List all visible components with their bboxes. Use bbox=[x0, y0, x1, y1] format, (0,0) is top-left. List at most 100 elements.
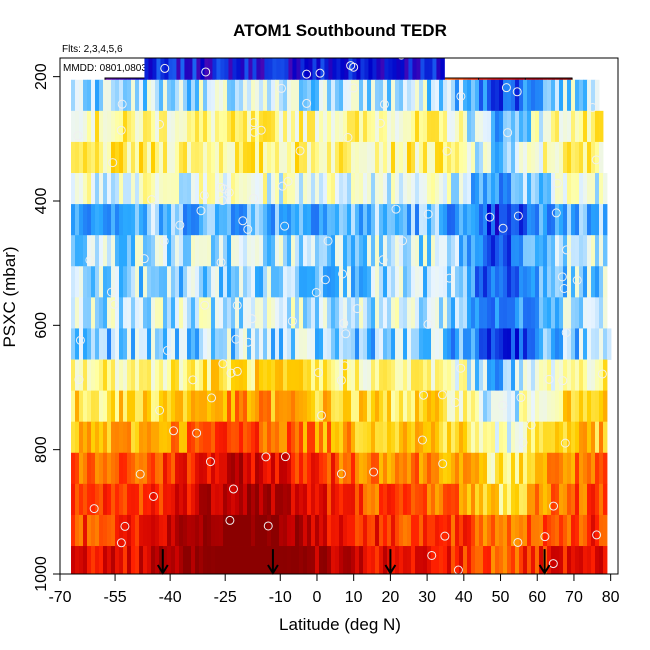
heat-cell bbox=[263, 328, 268, 360]
heat-cell bbox=[287, 173, 292, 205]
heat-cell bbox=[419, 452, 424, 485]
heat-cell bbox=[319, 328, 324, 360]
heat-cell bbox=[467, 297, 472, 329]
heat-cell bbox=[459, 297, 464, 329]
heat-cell bbox=[599, 483, 604, 516]
heat-cell bbox=[411, 390, 416, 423]
heat-cell bbox=[491, 79, 496, 112]
heat-cell bbox=[499, 421, 504, 454]
heat-cell bbox=[123, 359, 128, 392]
heat-cell bbox=[347, 173, 352, 205]
heat-cell bbox=[87, 328, 92, 360]
heat-cell bbox=[595, 546, 600, 574]
heat-cell bbox=[239, 173, 244, 205]
heat-cell bbox=[435, 141, 440, 174]
heat-cell bbox=[87, 173, 92, 205]
heat-cell bbox=[347, 452, 352, 485]
heat-cell bbox=[575, 297, 580, 329]
heat-cell bbox=[287, 359, 292, 392]
heat-cell bbox=[359, 297, 364, 329]
heat-cell bbox=[219, 483, 224, 516]
latitude-arrow-head bbox=[538, 564, 551, 575]
heat-cell bbox=[411, 328, 416, 360]
heat-cell bbox=[307, 546, 312, 574]
heat-cell bbox=[155, 173, 160, 205]
heat-cell bbox=[571, 235, 576, 267]
heat-cell bbox=[387, 390, 392, 423]
heat-cell bbox=[179, 235, 184, 267]
heat-cell bbox=[455, 204, 460, 236]
heat-cell bbox=[415, 390, 420, 423]
heat-cell bbox=[315, 266, 320, 298]
heat-cell bbox=[179, 266, 184, 298]
heat-cell bbox=[235, 79, 240, 112]
heat-cell bbox=[503, 266, 508, 298]
heat-cell bbox=[415, 483, 420, 516]
heat-cell bbox=[319, 483, 324, 516]
heat-cell bbox=[575, 514, 580, 547]
heat-cell bbox=[219, 141, 224, 174]
heat-cell bbox=[451, 266, 456, 298]
heat-cell bbox=[359, 141, 364, 174]
heat-cell bbox=[307, 514, 312, 547]
observation-marker bbox=[148, 491, 158, 501]
heat-cell bbox=[315, 204, 320, 236]
heat-cell bbox=[415, 514, 420, 547]
heat-cell bbox=[131, 204, 136, 236]
heat-cell bbox=[195, 514, 200, 547]
heat-cell bbox=[83, 79, 88, 112]
plot-frame bbox=[59, 57, 619, 575]
heat-cell bbox=[579, 141, 584, 174]
heat-cell bbox=[211, 173, 216, 205]
heat-cell bbox=[403, 235, 408, 267]
heat-cell bbox=[519, 328, 524, 360]
heat-cell bbox=[599, 328, 604, 360]
observation-marker bbox=[349, 62, 359, 72]
heat-cell bbox=[539, 204, 544, 236]
heat-cell bbox=[419, 514, 424, 547]
heat-cell bbox=[275, 297, 280, 329]
heat-cell bbox=[139, 421, 144, 454]
heat-cell bbox=[455, 546, 460, 574]
heat-cell bbox=[567, 421, 572, 454]
heat-cell bbox=[295, 546, 300, 574]
heat-cell bbox=[159, 110, 164, 143]
heat-cell bbox=[431, 359, 436, 392]
heat-cell bbox=[275, 204, 280, 236]
heat-cell bbox=[343, 266, 348, 298]
heat-cell bbox=[167, 173, 172, 205]
heat-cell bbox=[299, 235, 304, 267]
heat-cell bbox=[395, 359, 400, 392]
heat-cell bbox=[327, 235, 332, 267]
heat-cell bbox=[491, 141, 496, 174]
heat-cell bbox=[363, 452, 368, 485]
heat-cell bbox=[235, 266, 240, 298]
heat-cell bbox=[283, 421, 288, 454]
heat-cell bbox=[531, 328, 536, 360]
heat-cell bbox=[135, 452, 140, 485]
heat-cell bbox=[243, 421, 248, 454]
heat-cell bbox=[403, 483, 408, 516]
heat-cell bbox=[71, 235, 76, 267]
heat-cell bbox=[595, 390, 600, 423]
heat-cell bbox=[299, 173, 304, 205]
heat-cell bbox=[503, 546, 508, 574]
heat-cell bbox=[191, 110, 196, 143]
heat-cell bbox=[531, 546, 536, 574]
heat-cell bbox=[283, 110, 288, 143]
heat-cell bbox=[583, 514, 588, 547]
heat-cell bbox=[91, 297, 96, 329]
heat-cell bbox=[567, 452, 572, 485]
heat-cell bbox=[207, 483, 212, 516]
heat-cell bbox=[155, 204, 160, 236]
heat-cell bbox=[395, 173, 400, 205]
heat-cell bbox=[351, 235, 356, 267]
heat-cell bbox=[319, 235, 324, 267]
heat-cell bbox=[387, 546, 392, 574]
heat-cell bbox=[587, 328, 592, 360]
heat-cell bbox=[499, 204, 504, 236]
heat-cell bbox=[451, 235, 456, 267]
heat-cell bbox=[199, 266, 204, 298]
heat-cell bbox=[259, 328, 264, 360]
